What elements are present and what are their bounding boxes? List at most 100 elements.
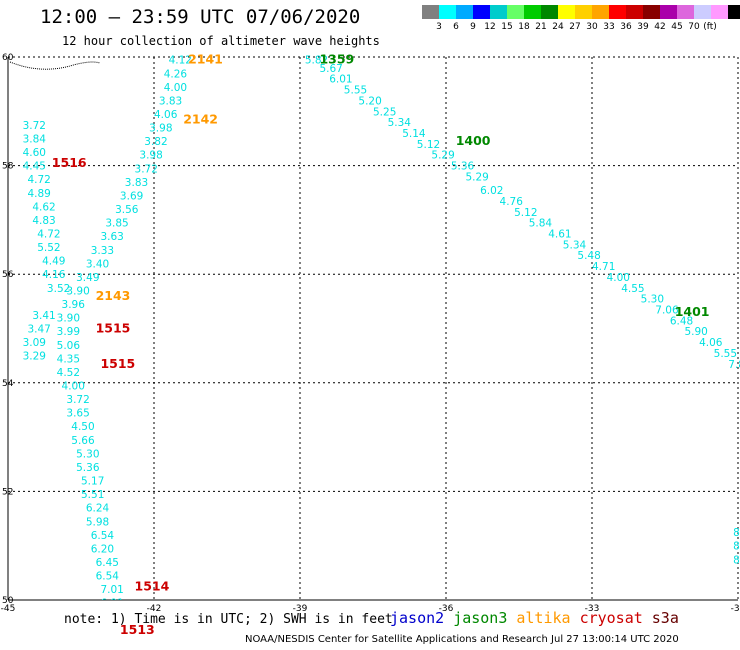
footer-note: note: 1) Time is in UTC; 2) SWH is in fe… bbox=[64, 612, 393, 627]
wave-height-value: 5.29 bbox=[465, 171, 488, 183]
wave-height-value: 4.45 bbox=[23, 161, 46, 173]
wave-height-value: 3.29 bbox=[23, 351, 46, 363]
wave-height-value: 3.90 bbox=[66, 285, 89, 297]
wave-height-value: 3.99 bbox=[57, 326, 80, 338]
colorbar-swatch bbox=[439, 5, 456, 19]
wave-height-value: 6.02 bbox=[480, 185, 503, 197]
colorbar-swatch bbox=[592, 5, 609, 19]
colorbar-swatch bbox=[609, 5, 626, 19]
wave-height-value: 5.52 bbox=[37, 242, 60, 254]
legend-entry-jason2: jason2 bbox=[390, 609, 445, 627]
chart-subtitle: 12 hour collection of altimeter wave hei… bbox=[62, 34, 380, 48]
wave-height-value: 3.84 bbox=[23, 133, 47, 145]
wave-height-value: 4.12 bbox=[169, 55, 192, 67]
wave-height-value: 5.12 bbox=[417, 139, 440, 151]
colorbar-swatch bbox=[507, 5, 524, 19]
wave-height-value: 5.67 bbox=[319, 63, 342, 75]
colorbar-swatch bbox=[643, 5, 660, 19]
wave-height-value: 5.55 bbox=[344, 85, 367, 97]
wave-height-value: 3.90 bbox=[57, 313, 80, 325]
colorbar-swatch bbox=[626, 5, 643, 19]
wave-height-value: 3.72 bbox=[23, 120, 46, 132]
x-tick-label: -36 bbox=[439, 604, 454, 614]
y-tick-label: 58 bbox=[2, 162, 14, 172]
wave-height-value: 6.91 bbox=[100, 598, 123, 610]
pass-time-label: 2143 bbox=[96, 288, 131, 303]
wave-height-value: 6.54 bbox=[91, 530, 115, 542]
colorbar-swatch bbox=[728, 5, 740, 19]
wave-height-value: 4.71 bbox=[592, 261, 615, 273]
wave-height-value: 4.89 bbox=[27, 188, 50, 200]
wave-height-value: 8.6 bbox=[733, 541, 740, 553]
colorbar-label: 12 bbox=[484, 22, 496, 32]
wave-height-value: 7.01 bbox=[100, 584, 123, 596]
legend-entry-jason3: jason3 bbox=[453, 609, 508, 627]
footer-credit: NOAA/NESDIS Center for Satellite Applica… bbox=[245, 634, 679, 645]
colorbar-label: 27 bbox=[569, 22, 581, 32]
wave-height-value: 5.25 bbox=[373, 106, 396, 118]
y-tick-label: 52 bbox=[2, 487, 13, 497]
wave-height-value: 5.36 bbox=[451, 161, 475, 173]
wave-height-value: 5.17 bbox=[81, 476, 104, 488]
y-tick-label: 60 bbox=[2, 53, 14, 63]
wave-height-value: 4.72 bbox=[37, 228, 60, 240]
wave-height-value: 3.82 bbox=[144, 136, 167, 148]
wave-height-value: 7.87 bbox=[728, 359, 740, 371]
colorbar-swatch bbox=[575, 5, 592, 19]
y-tick-label: 56 bbox=[2, 270, 14, 280]
wave-height-value: 6.24 bbox=[86, 503, 110, 515]
colorbar-label: 39 bbox=[637, 22, 649, 32]
wave-height-value: 5.55 bbox=[714, 348, 737, 360]
wave-height-value: 3.85 bbox=[105, 218, 128, 230]
pass-time-label: 1515 bbox=[96, 321, 131, 336]
satellite-legend: jason2 jason3 altika cryosat s3a bbox=[390, 609, 688, 627]
wave-height-value: 3.49 bbox=[76, 272, 99, 284]
colorbar-label: 15 bbox=[501, 22, 513, 32]
wave-height-value: 3.65 bbox=[66, 408, 89, 420]
pass-time-label: 1400 bbox=[456, 133, 491, 148]
wave-height-value: 3.83 bbox=[159, 95, 182, 107]
wave-height-value: 6.45 bbox=[96, 557, 119, 569]
wave-height-value: 5.29 bbox=[431, 150, 454, 162]
colorbar-swatch bbox=[677, 5, 694, 19]
wave-height-value: 6.01 bbox=[329, 74, 352, 86]
colorbar-swatch bbox=[711, 5, 728, 19]
legend-entry-s3a: s3a bbox=[651, 609, 679, 627]
colorbar-label: 70 bbox=[688, 22, 700, 32]
wave-height-value: 3.33 bbox=[91, 245, 114, 257]
colorbar-swatch bbox=[422, 5, 439, 19]
wave-height-value: 4.62 bbox=[32, 201, 55, 213]
wave-height-labels: 4.124.264.003.834.063.983.823.983.723.83… bbox=[23, 55, 740, 610]
wave-height-value: 3.40 bbox=[86, 258, 109, 270]
legend-entry-altika: altika bbox=[516, 609, 571, 627]
colorbar-label: 18 bbox=[518, 22, 530, 32]
wave-height-value: 5.66 bbox=[71, 435, 95, 447]
chart-title: 12:00 – 23:59 UTC 07/06/2020 bbox=[40, 6, 361, 28]
wave-height-value: 3.72 bbox=[66, 394, 89, 406]
wave-height-value: 4.61 bbox=[548, 228, 571, 240]
colorbar-label: 30 bbox=[586, 22, 598, 32]
wave-height-value: 4.06 bbox=[699, 337, 723, 349]
wave-height-value: 5.48 bbox=[577, 250, 600, 262]
wave-height-value: 3.72 bbox=[135, 163, 158, 175]
wave-height-value: 3.47 bbox=[27, 324, 50, 336]
colorbar-unit-label: (ft) bbox=[703, 22, 717, 32]
colorbar-label: 42 bbox=[654, 22, 666, 32]
wave-height-value: 4.00 bbox=[164, 82, 187, 94]
wave-height-value: 4.00 bbox=[62, 381, 85, 393]
wave-height-value: 6.48 bbox=[670, 315, 693, 327]
colorbar-label: 6 bbox=[453, 22, 459, 32]
pass-time-label: 1359 bbox=[319, 52, 354, 67]
wave-height-value: 3.98 bbox=[149, 123, 172, 135]
wave-height-value: 5.30 bbox=[76, 448, 99, 460]
colorbar-swatch bbox=[660, 5, 677, 19]
wave-height-value: 4.76 bbox=[500, 196, 524, 208]
wave-height-value: 5.82 bbox=[305, 55, 328, 67]
pass-time-label: 1514 bbox=[135, 578, 170, 593]
colorbar-swatch bbox=[558, 5, 575, 19]
x-tick-label: -45 bbox=[1, 604, 16, 614]
colorbar-label: 9 bbox=[470, 22, 476, 32]
colorbar-swatch bbox=[490, 5, 507, 19]
wave-height-value: 4.35 bbox=[57, 353, 80, 365]
